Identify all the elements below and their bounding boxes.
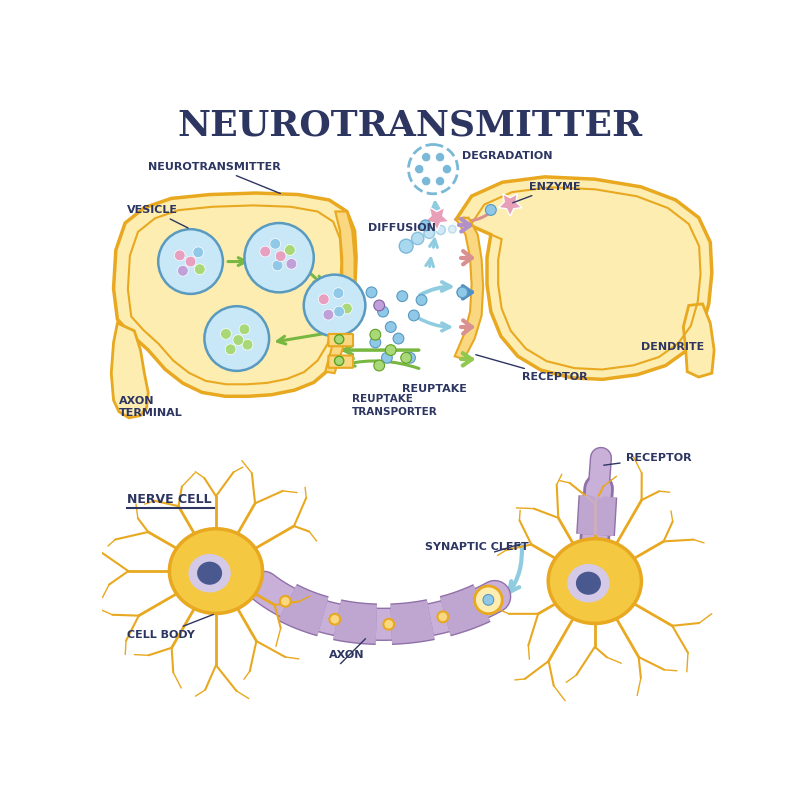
Ellipse shape [170,529,262,614]
Text: REUPTAKE: REUPTAKE [402,385,467,394]
Ellipse shape [576,572,601,594]
Circle shape [416,294,427,306]
Text: RECEPTOR: RECEPTOR [604,453,691,466]
Circle shape [435,153,445,162]
Circle shape [397,291,408,302]
Circle shape [422,177,430,186]
Circle shape [330,614,340,625]
Circle shape [401,353,411,363]
Circle shape [205,306,269,371]
Circle shape [178,266,188,276]
Circle shape [411,232,424,245]
Text: DIFFUSION: DIFFUSION [368,222,435,233]
Circle shape [226,344,236,354]
Circle shape [386,322,396,332]
Circle shape [370,337,381,348]
Circle shape [342,303,352,314]
Text: VESICLE: VESICLE [126,205,188,228]
Text: AXON: AXON [119,396,154,406]
Circle shape [374,360,385,371]
Text: NEUROTRANSMITTER: NEUROTRANSMITTER [178,108,642,142]
Circle shape [239,324,250,334]
Circle shape [483,594,494,606]
Circle shape [378,306,389,317]
Circle shape [242,339,253,350]
Circle shape [285,245,295,255]
Circle shape [370,330,381,340]
Circle shape [158,230,223,294]
Circle shape [374,300,385,311]
Text: ENZYME: ENZYME [513,182,581,203]
Circle shape [424,228,434,238]
Circle shape [457,287,468,298]
Polygon shape [456,177,712,379]
Circle shape [393,333,404,344]
Ellipse shape [197,562,222,585]
Circle shape [185,256,196,267]
Polygon shape [114,193,356,396]
Text: TRANSPORTER: TRANSPORTER [352,406,438,417]
Circle shape [323,310,334,320]
Text: RECEPTOR: RECEPTOR [476,354,587,382]
FancyBboxPatch shape [328,355,353,368]
Circle shape [486,205,496,215]
Circle shape [435,177,445,186]
Text: NERVE CELL: NERVE CELL [126,493,211,506]
Circle shape [280,596,290,606]
FancyBboxPatch shape [328,334,353,346]
Polygon shape [111,323,148,418]
Circle shape [386,345,396,355]
Circle shape [286,258,297,270]
Circle shape [487,592,498,603]
Circle shape [318,294,329,305]
Circle shape [436,226,446,234]
Circle shape [383,619,394,630]
Text: NEUROTRANSMITTER: NEUROTRANSMITTER [148,162,281,194]
Ellipse shape [189,554,230,593]
Circle shape [420,220,430,230]
Circle shape [275,250,286,262]
Text: DENDRITE: DENDRITE [641,342,704,352]
Circle shape [260,246,270,257]
Circle shape [272,260,283,270]
Circle shape [193,247,204,258]
Circle shape [474,586,502,614]
Text: AXON: AXON [329,650,365,660]
Circle shape [422,153,430,162]
Circle shape [233,334,244,346]
Circle shape [304,274,366,336]
Polygon shape [498,194,522,216]
Circle shape [399,239,413,253]
Text: CELL BODY: CELL BODY [126,614,214,640]
Ellipse shape [567,564,610,602]
Circle shape [449,226,456,233]
Circle shape [382,353,392,363]
Circle shape [245,223,314,292]
Text: TERMINAL: TERMINAL [119,407,182,418]
Circle shape [414,165,424,174]
Circle shape [438,611,448,622]
Circle shape [194,264,205,274]
Text: DEGRADATION: DEGRADATION [462,151,553,161]
Polygon shape [454,218,483,359]
Polygon shape [683,304,714,377]
Circle shape [334,334,344,344]
Circle shape [409,310,419,321]
Polygon shape [425,207,450,230]
Circle shape [442,165,451,174]
Circle shape [174,250,185,261]
Ellipse shape [548,538,642,623]
Circle shape [333,288,344,298]
Circle shape [221,329,231,339]
Circle shape [366,287,377,298]
Circle shape [334,356,344,366]
Circle shape [334,306,345,317]
Text: SYNAPTIC CLEFT: SYNAPTIC CLEFT [426,542,529,552]
Circle shape [270,238,281,250]
Text: REUPTAKE: REUPTAKE [352,394,413,405]
Polygon shape [326,211,354,373]
Circle shape [405,353,415,363]
